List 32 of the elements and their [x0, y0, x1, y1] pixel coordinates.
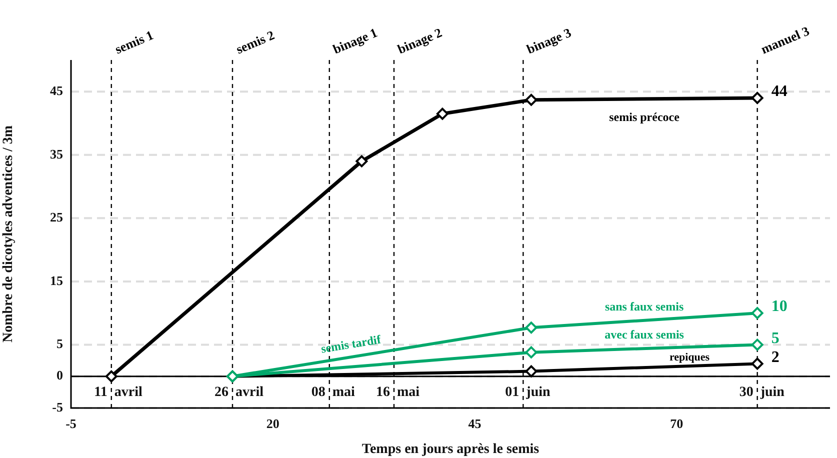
annotation: 26 avril	[214, 384, 264, 400]
ref-line-label: semis 1	[112, 27, 156, 57]
annotation: 08 mai	[311, 384, 356, 400]
series-label: sans faux semis	[604, 299, 684, 314]
x-tick-label: 20	[266, 416, 280, 432]
series-label: avec faux semis	[604, 328, 684, 342]
data-label: 44	[771, 83, 788, 100]
y-tick-label: 0	[56, 368, 63, 383]
data-label: 10	[771, 298, 788, 316]
ref-line-label: semis 2	[234, 27, 277, 57]
ref-line-label: binage 1	[330, 24, 380, 57]
series-label: semis précoce	[609, 110, 680, 124]
data-label: 5	[771, 330, 780, 347]
annotation: 30 juin	[739, 384, 785, 400]
y-tick-label: 45	[50, 82, 64, 98]
y-tick-label: 15	[50, 272, 64, 288]
data-label: 2	[771, 348, 780, 366]
y-axis-title: Nombre de dicotyles adventices / 3m	[1, 125, 16, 343]
ref-line-label: binage 3	[524, 24, 574, 57]
y-tick-label: -5	[52, 399, 64, 414]
annotation: 01 juin	[505, 384, 551, 400]
annotation: 16 mai	[376, 384, 420, 400]
y-tick-label: 35	[50, 146, 64, 162]
y-tick-label: 25	[50, 210, 64, 225]
y-tick-label: 5	[56, 336, 64, 352]
x-tick-label: 45	[468, 416, 482, 432]
x-axis-title: Temps en jours après le semis	[362, 442, 540, 458]
ref-line-label: binage 2	[395, 24, 444, 57]
annotation: semis tardif	[320, 332, 383, 356]
series-label: repiques	[669, 351, 710, 364]
annotation: 11 avril	[94, 384, 142, 400]
x-tick-label: 70	[670, 416, 684, 432]
